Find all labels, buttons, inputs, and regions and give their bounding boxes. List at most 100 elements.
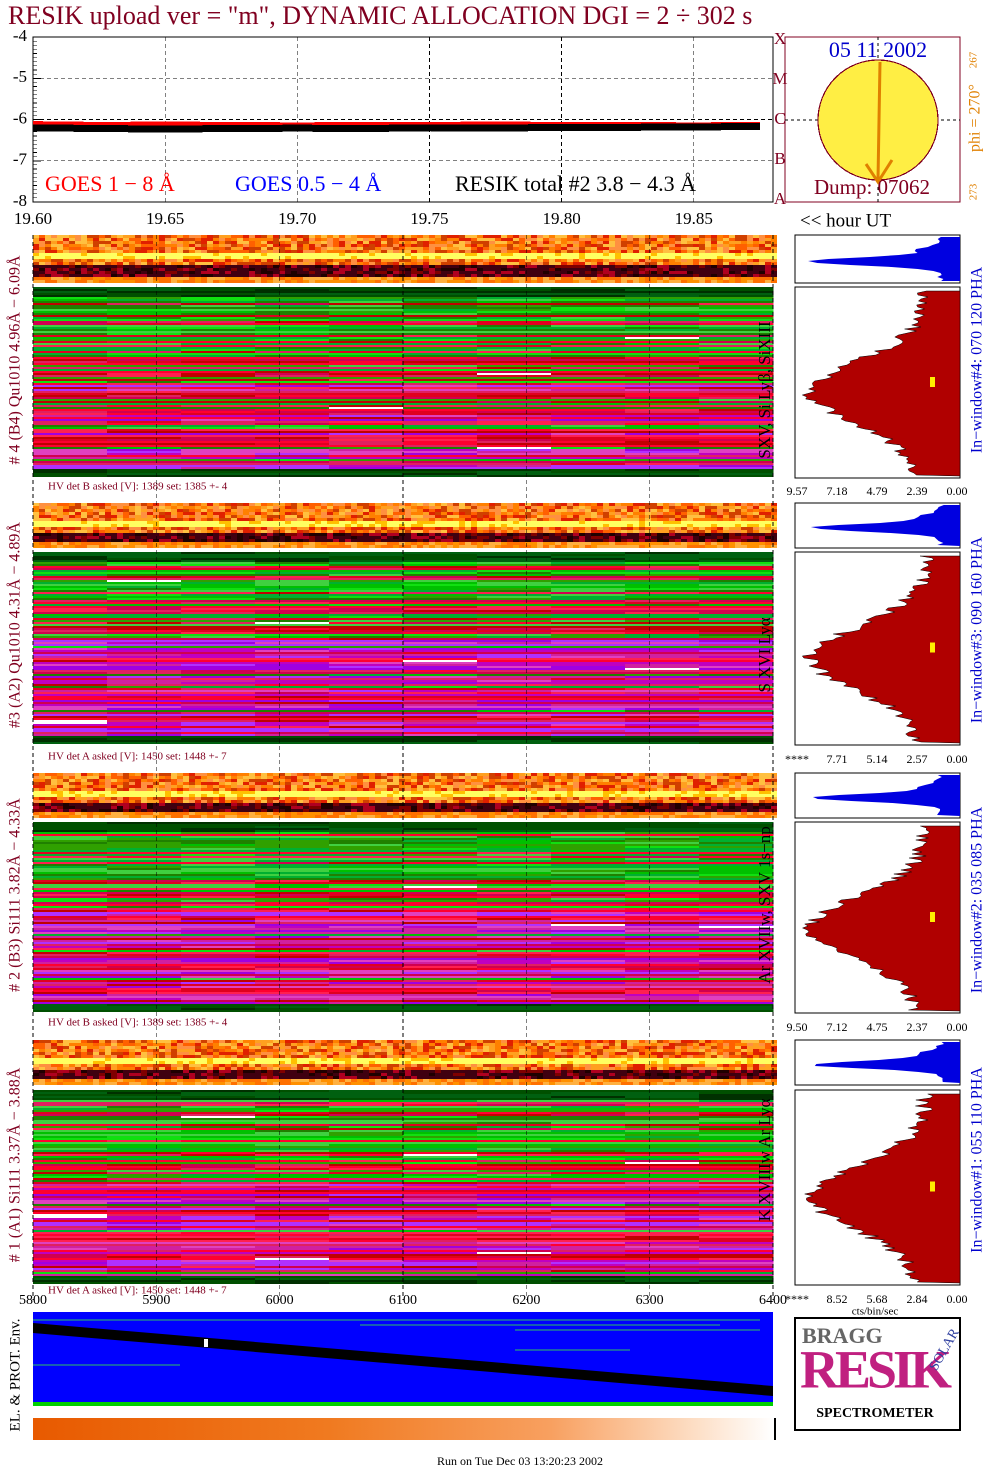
spectrum-cell (255, 313, 330, 315)
spectrum-cell (159, 244, 165, 247)
spectrum-cell (403, 335, 478, 337)
spectrum-cell (625, 425, 700, 427)
spectrum-cell (321, 524, 327, 527)
spectrum-cell (459, 527, 465, 530)
spectrum-cell (537, 515, 543, 518)
spectrum-cell (625, 570, 700, 572)
spectrum-cell (621, 518, 627, 521)
spectrum-cell (181, 321, 256, 323)
spectrum-cell (141, 542, 147, 545)
spectrum-cell (329, 397, 404, 399)
spectrum-cell (585, 241, 591, 244)
spectrum-cell (687, 256, 693, 259)
spectrum-cell (717, 533, 723, 536)
spectrum-cell (403, 564, 478, 566)
spectrum-cell (525, 542, 531, 545)
spectrum-cell (669, 533, 675, 536)
spectrum-cell (107, 299, 182, 301)
spectrum-cell (693, 533, 699, 536)
spectrum-cell (57, 542, 63, 545)
spectrum-cell (465, 524, 471, 527)
spectrum-cell (181, 369, 256, 371)
spectrum-cell (75, 524, 81, 527)
spectrum-cell (255, 337, 330, 339)
spectrum-cell (105, 244, 111, 247)
spectrum-cell (699, 435, 774, 437)
spectrum-cell (123, 259, 129, 262)
spectrum-cell (177, 524, 183, 527)
spectrum-cell (573, 542, 579, 545)
spectrum-cell (573, 259, 579, 262)
spectrum-cell (681, 506, 687, 509)
spectrum-cell (345, 274, 351, 277)
spectrum-cell (387, 521, 393, 524)
spectrum-cell (237, 238, 243, 241)
spectrum-cell (441, 536, 447, 539)
spectrum-cell (741, 515, 747, 518)
spectrum-cell (633, 542, 639, 545)
spectrum-cell (711, 518, 717, 521)
spectrum-cell (453, 241, 459, 244)
spectrum-cell (663, 506, 669, 509)
spectrum-cell (387, 536, 393, 539)
spectrum-cell (195, 524, 201, 527)
spectrum-cell (741, 268, 747, 271)
spectrum-cell (405, 512, 411, 515)
spectrum-cell (585, 265, 591, 268)
spectrum-cell (243, 247, 249, 250)
spectrum-cell (609, 506, 615, 509)
spectrum-cell (441, 506, 447, 509)
spectrum-cell (33, 271, 39, 274)
spectrum-cell (625, 391, 700, 393)
spectrum-cell (329, 287, 404, 289)
spectrum-cell (351, 277, 357, 280)
spectrum-cell (411, 503, 417, 506)
spectrum-cell (237, 506, 243, 509)
spectrum-cell (33, 461, 108, 463)
spectrum-cell (477, 568, 552, 570)
spectrum-cell (249, 265, 255, 268)
spectrum-cell (551, 471, 626, 473)
spectrum-cell (429, 265, 435, 268)
spectrum-cell (723, 521, 729, 524)
spectrum-cell (435, 512, 441, 515)
spectrum-cell (279, 262, 285, 265)
spectrum-cell (705, 527, 711, 530)
spectrum-cell (403, 409, 478, 411)
spectrum-cell (267, 241, 273, 244)
spectrum-cell (285, 256, 291, 259)
spectrum-cell (255, 238, 261, 241)
spectrum-cell (129, 259, 135, 262)
spectrum-cell (363, 509, 369, 512)
spectrum-cell (255, 387, 330, 389)
spectrum-cell (181, 377, 256, 379)
spectrum-cell (231, 277, 237, 280)
spectrum-cell (669, 268, 675, 271)
spectrum-cell (249, 280, 255, 283)
spectrum-cell (699, 564, 774, 566)
spectrum-cell (663, 530, 669, 533)
spectrum-cell (181, 403, 256, 405)
spectrum-cell (477, 321, 552, 323)
spectrum-cell (403, 435, 478, 437)
spectrum-cell (699, 363, 774, 365)
spectrum-cell (403, 341, 478, 343)
spectrum-cell (477, 379, 552, 381)
spectrum-cell (93, 527, 99, 530)
spectrum-cell (551, 566, 626, 568)
spectrum-cell (753, 265, 759, 268)
spectrum-cell (159, 253, 165, 256)
spectrum-cell (411, 253, 417, 256)
spectrum-cell (447, 259, 453, 262)
spectrum-cell (333, 244, 339, 247)
spectrum-cell (531, 262, 537, 265)
spectrum-cell (51, 271, 57, 274)
spectrum-cell (107, 429, 182, 431)
spectrum-cell (39, 280, 45, 283)
spectrum-cell (663, 268, 669, 271)
spectrum-cell (181, 467, 256, 469)
spectrum-cell (537, 244, 543, 247)
spectrum-cell (387, 512, 393, 515)
spectrum-cell (403, 365, 478, 367)
spectrum-cell (621, 521, 627, 524)
